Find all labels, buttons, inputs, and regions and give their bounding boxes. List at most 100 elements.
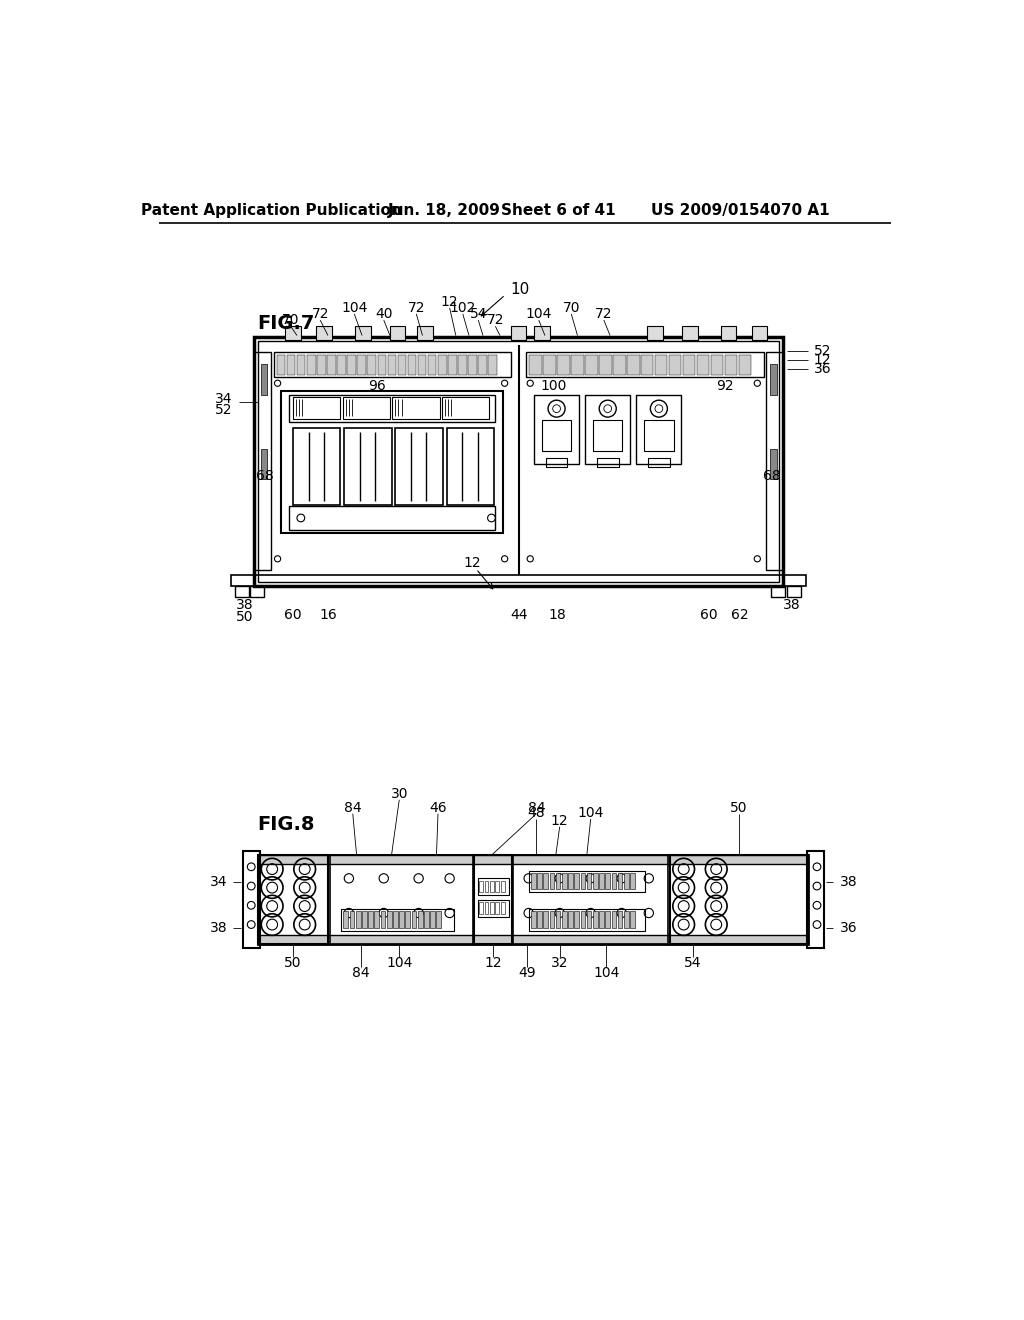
Text: 12: 12 <box>463 556 481 570</box>
Text: 104: 104 <box>386 956 413 970</box>
Text: 32: 32 <box>551 956 568 970</box>
Text: 72: 72 <box>408 301 425 314</box>
Bar <box>258 855 809 944</box>
Bar <box>449 355 457 375</box>
Bar <box>581 873 586 890</box>
Bar <box>630 873 635 890</box>
Text: US 2009/0154070 A1: US 2009/0154070 A1 <box>651 203 829 218</box>
Bar <box>254 352 271 570</box>
Bar <box>766 352 783 570</box>
Bar <box>458 355 467 375</box>
Text: 104: 104 <box>341 301 368 314</box>
Bar <box>276 355 286 375</box>
Bar <box>484 880 488 892</box>
Text: 38: 38 <box>237 598 254 612</box>
Bar <box>513 855 669 944</box>
Bar <box>293 397 340 418</box>
Bar <box>297 355 305 375</box>
Bar <box>489 903 494 913</box>
Bar <box>807 851 824 948</box>
Text: 84: 84 <box>344 800 361 814</box>
Bar <box>287 355 295 375</box>
Bar <box>355 326 371 341</box>
Bar <box>316 326 332 341</box>
Bar <box>647 326 663 341</box>
Bar <box>254 337 783 586</box>
Bar <box>587 873 592 890</box>
Bar <box>418 355 426 375</box>
Bar <box>286 326 301 341</box>
Text: 50: 50 <box>237 610 254 623</box>
Text: 100: 100 <box>541 379 566 393</box>
Bar <box>613 355 626 375</box>
Text: 38: 38 <box>840 875 857 890</box>
Bar <box>546 458 567 467</box>
Bar <box>251 586 264 597</box>
Bar <box>574 873 579 890</box>
Bar <box>593 911 598 928</box>
Bar <box>393 911 397 928</box>
Bar <box>408 355 417 375</box>
Text: FIG.7: FIG.7 <box>257 314 314 334</box>
Bar <box>390 326 406 341</box>
Bar <box>587 911 592 928</box>
Bar <box>258 935 809 944</box>
Bar <box>752 326 767 341</box>
Bar <box>611 911 616 928</box>
Bar <box>399 911 403 928</box>
Bar <box>648 458 670 467</box>
Bar <box>599 873 604 890</box>
Bar <box>474 855 512 944</box>
Bar <box>599 355 611 375</box>
Bar <box>446 428 494 506</box>
Bar <box>670 855 809 944</box>
Bar <box>721 326 736 341</box>
Bar <box>550 873 554 890</box>
Text: 52: 52 <box>215 403 232 417</box>
Bar <box>397 355 407 375</box>
Text: 12: 12 <box>814 354 831 367</box>
Bar <box>468 355 477 375</box>
Bar <box>479 903 483 913</box>
Bar <box>289 507 496 529</box>
Bar <box>571 355 584 375</box>
Bar <box>347 355 356 375</box>
Bar <box>562 873 566 890</box>
Bar <box>436 911 441 928</box>
Text: 44: 44 <box>510 609 527 622</box>
Text: 60: 60 <box>285 609 302 622</box>
Bar <box>624 911 629 928</box>
Bar <box>392 397 439 418</box>
Bar <box>630 911 635 928</box>
Bar <box>556 911 560 928</box>
Text: 10: 10 <box>510 281 529 297</box>
Bar <box>343 911 348 928</box>
Text: 54: 54 <box>470 308 487 321</box>
Text: 34: 34 <box>210 875 227 890</box>
Bar <box>349 911 354 928</box>
Bar <box>317 355 326 375</box>
Bar <box>412 911 417 928</box>
Text: 52: 52 <box>814 345 831 358</box>
Text: 36: 36 <box>840 921 857 936</box>
Bar <box>544 355 556 375</box>
Bar <box>562 911 566 928</box>
Bar <box>293 428 340 506</box>
Bar <box>528 909 645 931</box>
Bar <box>375 911 379 928</box>
Bar <box>357 355 366 375</box>
Bar <box>362 911 367 928</box>
Bar <box>586 395 630 465</box>
Text: 38: 38 <box>210 921 227 936</box>
Bar <box>260 449 266 479</box>
Bar <box>243 851 260 948</box>
Bar <box>478 355 486 375</box>
Text: 30: 30 <box>390 787 408 801</box>
Bar <box>395 428 442 506</box>
Bar <box>387 911 391 928</box>
Bar <box>557 355 569 375</box>
Bar <box>535 326 550 341</box>
Bar <box>418 911 423 928</box>
Bar <box>542 420 571 451</box>
Bar <box>477 900 509 917</box>
